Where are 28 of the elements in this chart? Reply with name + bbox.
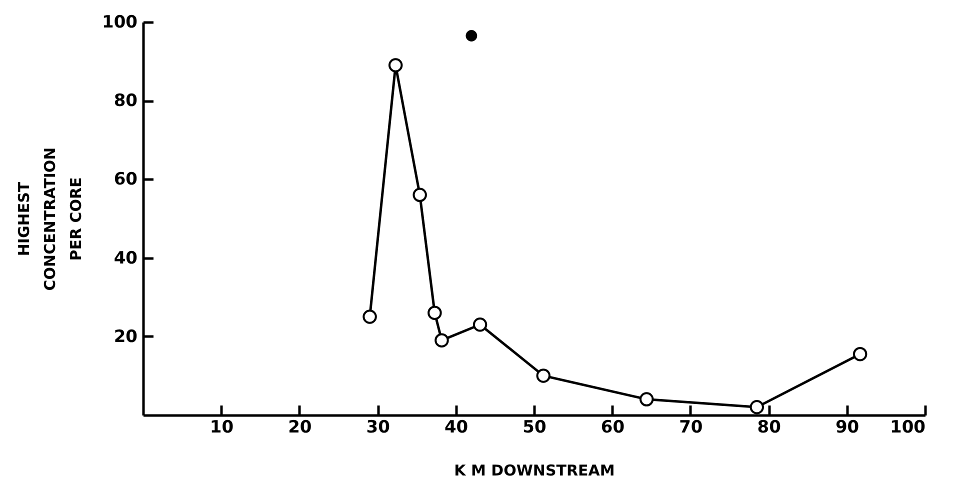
x-tick-label: 10 — [210, 418, 234, 438]
point — [434, 333, 449, 348]
y-axis-title: HIGHEST CONCENTRATION PER CORE — [15, 147, 86, 291]
point — [466, 30, 478, 42]
y-tick-label: 40 — [114, 248, 138, 268]
y-tick-label: 80 — [114, 91, 138, 112]
point — [388, 58, 403, 72]
point — [852, 346, 868, 362]
x-tick-label: 100 — [890, 418, 926, 438]
point — [536, 368, 551, 383]
x-tick-label: 30 — [366, 418, 390, 438]
x-tick-label: 20 — [288, 418, 312, 438]
point — [750, 400, 764, 414]
x-tick-label: 90 — [835, 418, 860, 438]
y-tick-label: 100 — [102, 12, 138, 32]
point — [639, 392, 654, 406]
point — [428, 306, 442, 320]
y-tick-label: 20 — [114, 326, 138, 347]
x-tick-label: 40 — [444, 418, 468, 438]
x-tick-label: 50 — [522, 418, 546, 438]
x-axis-title: K M DOWNSTREAM — [454, 462, 615, 480]
x-tick-label: 60 — [600, 418, 625, 438]
point — [472, 318, 488, 332]
point — [412, 188, 427, 202]
x-tick-label: 80 — [757, 418, 782, 438]
point — [362, 310, 377, 324]
x-tick-label: 70 — [679, 418, 703, 438]
y-tick-label: 60 — [114, 170, 138, 190]
